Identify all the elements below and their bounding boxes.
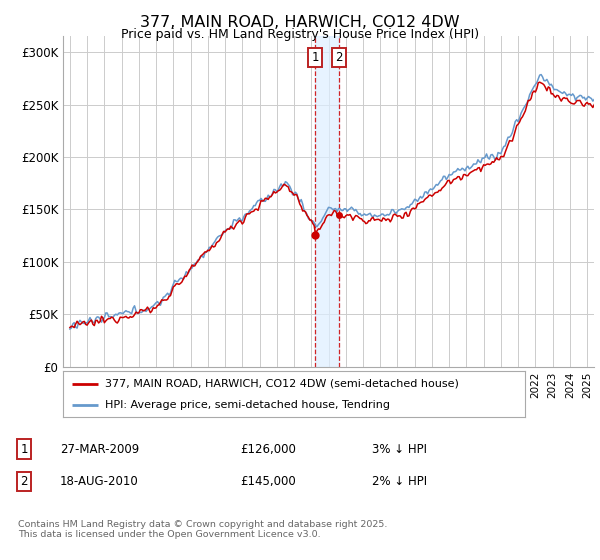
Text: 1: 1	[311, 51, 319, 64]
Text: £126,000: £126,000	[240, 442, 296, 456]
Text: Price paid vs. HM Land Registry's House Price Index (HPI): Price paid vs. HM Land Registry's House …	[121, 28, 479, 41]
Text: 1: 1	[20, 442, 28, 456]
Text: £145,000: £145,000	[240, 475, 296, 488]
Text: 2% ↓ HPI: 2% ↓ HPI	[372, 475, 427, 488]
Text: Contains HM Land Registry data © Crown copyright and database right 2025.
This d: Contains HM Land Registry data © Crown c…	[18, 520, 388, 539]
Text: 18-AUG-2010: 18-AUG-2010	[60, 475, 139, 488]
Text: 27-MAR-2009: 27-MAR-2009	[60, 442, 139, 456]
Text: 377, MAIN ROAD, HARWICH, CO12 4DW: 377, MAIN ROAD, HARWICH, CO12 4DW	[140, 15, 460, 30]
Text: 2: 2	[20, 475, 28, 488]
Text: 377, MAIN ROAD, HARWICH, CO12 4DW (semi-detached house): 377, MAIN ROAD, HARWICH, CO12 4DW (semi-…	[104, 379, 458, 389]
Text: 2: 2	[335, 51, 343, 64]
Text: HPI: Average price, semi-detached house, Tendring: HPI: Average price, semi-detached house,…	[104, 400, 389, 410]
Bar	[315, 36, 340, 367]
Text: 3% ↓ HPI: 3% ↓ HPI	[372, 442, 427, 456]
